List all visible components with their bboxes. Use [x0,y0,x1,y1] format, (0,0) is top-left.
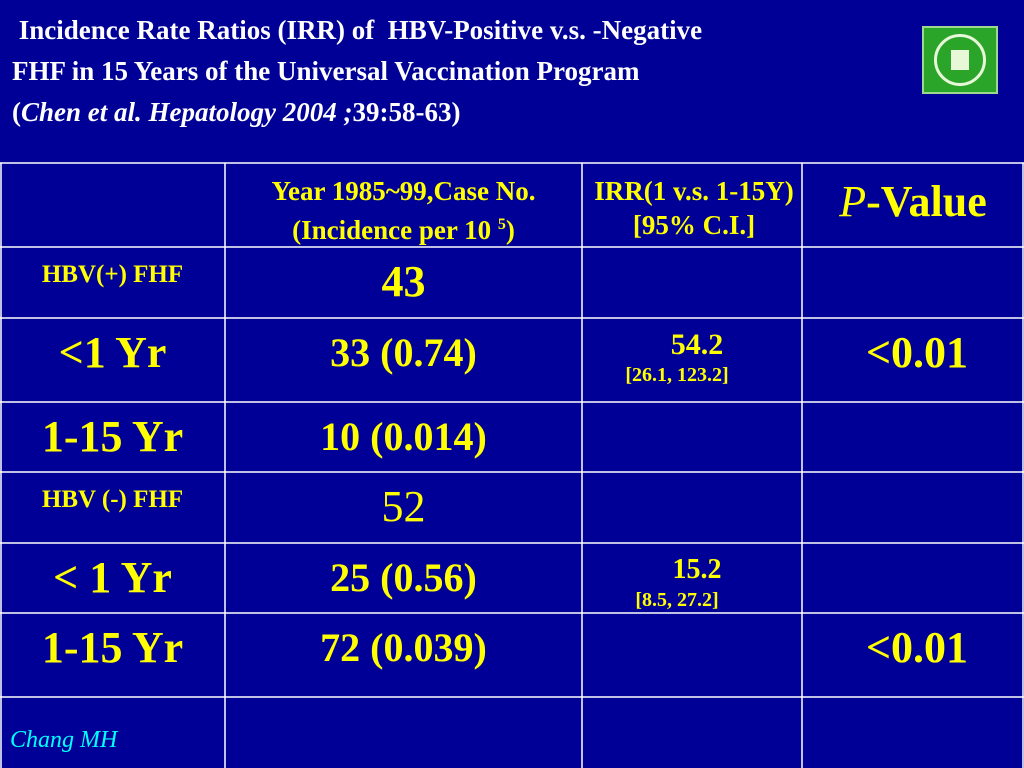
title-line: Incidence Rate Ratios (IRR) of HBV-Posit… [12,15,703,45]
header-italic: P [839,177,867,226]
header-text: ) [505,215,515,245]
confidence-interval: [26.1, 123.2] [625,364,729,386]
p-value: <0.01 [865,328,969,377]
case-count: 33 (0.74) [330,330,477,375]
case-count: 72 (0.039) [320,625,487,670]
citation-rest: 39:58-63) [352,97,461,127]
title: Incidence Rate Ratios (IRR) of HBV-Posit… [12,10,912,133]
superscript: 5 [497,216,506,233]
case-count: 43 [381,257,426,306]
citation-open: ( [12,97,21,127]
row-label: HBV (-) FHF [41,486,184,513]
header-line: (Incidence per 10 5) [225,208,582,247]
irr-value: 54.2 [670,328,724,361]
row-label: 1-15 Yr [41,412,184,461]
case-count: 10 (0.014) [320,414,487,459]
citation-italic: Chen et al. Hepatology 2004 ; [21,97,353,127]
column-header: P-Value [802,176,1024,227]
row-label: HBV(+) FHF [41,261,184,288]
author: Chang MH [10,727,118,753]
confidence-interval: [8.5, 27.2] [635,589,719,611]
row-label: <1 Yr [58,328,167,377]
row-label: < 1 Yr [53,553,172,602]
p-value: <0.01 [865,623,969,672]
irr-value: 15.2 [672,554,722,585]
column-header: Year 1985~99,Case No. (Incidence per 10 … [225,174,582,247]
column-header: IRR(1 v.s. 1-15Y)[95% C.I.] [594,176,794,240]
header-text: -Value [866,177,987,226]
row-label: 1-15 Yr [41,623,184,672]
citation: (Chen et al. Hepatology 2004 ;39:58-63) [12,92,912,133]
title-line: FHF in 15 Years of the Universal Vaccina… [12,56,640,86]
header-text: (Incidence per 10 [292,215,498,245]
logo [922,26,998,94]
case-count: 52 [381,482,426,531]
header-line: Year 1985~99,Case No. [271,176,536,206]
case-count: 25 (0.56) [330,555,477,600]
